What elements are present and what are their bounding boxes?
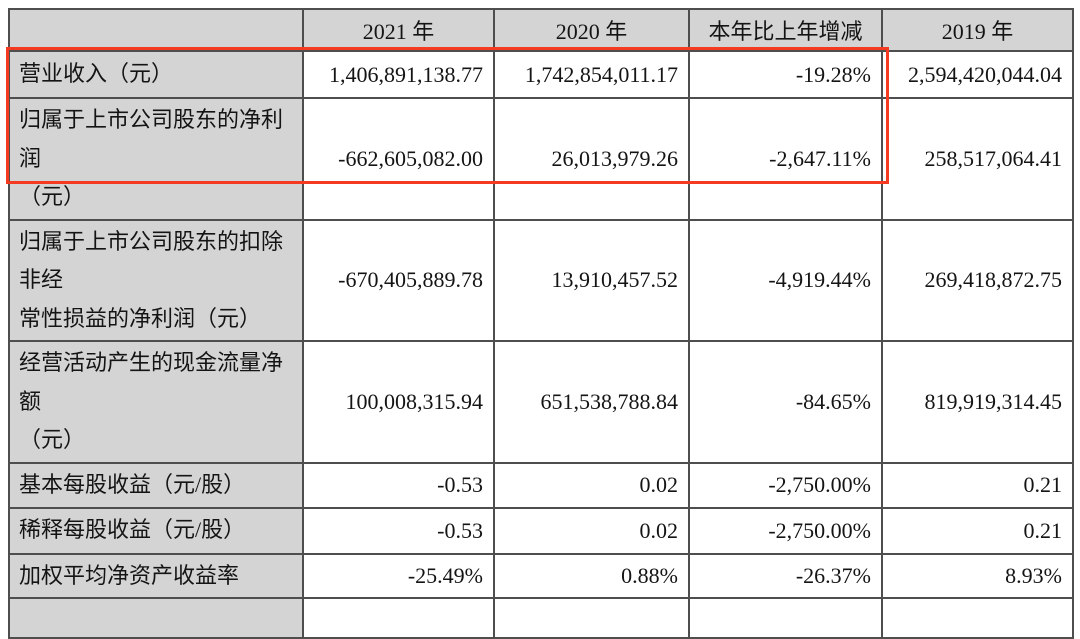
cell-2019: 819,919,314.45 bbox=[881, 340, 1074, 464]
row-label: 加权平均净资产收益率 bbox=[8, 552, 304, 599]
table-row-diluted-eps: 稀释每股收益（元/股） -0.53 0.02 -2,750.00% 0.21 bbox=[8, 506, 1074, 555]
cell-2020: 0.02 bbox=[493, 506, 690, 555]
cell-2021 bbox=[302, 597, 495, 639]
cell-2019: 258,517,064.41 bbox=[881, 97, 1074, 221]
table-row-net-profit: 归属于上市公司股东的净利润 （元） -662,605,082.00 26,013… bbox=[8, 97, 1074, 221]
cell-2021: -662,605,082.00 bbox=[302, 97, 495, 221]
cell-2019 bbox=[881, 597, 1074, 639]
cell-yoy: -4,919.44% bbox=[688, 218, 883, 342]
row-label: 归属于上市公司股东的扣除非经 常性损益的净利润（元） bbox=[8, 218, 304, 342]
row-label: 稀释每股收益（元/股） bbox=[8, 506, 304, 555]
row-label: 经营活动产生的现金流量净额 （元） bbox=[8, 340, 304, 464]
cell-yoy: -26.37% bbox=[688, 552, 883, 599]
table-row-operating-revenue: 营业收入（元） 1,406,891,138.77 1,742,854,011.1… bbox=[8, 50, 1074, 99]
header-year-2019: 2019 年 bbox=[881, 8, 1074, 52]
cell-yoy: -2,750.00% bbox=[688, 461, 883, 509]
table-row-net-profit-excl-nonrecurring: 归属于上市公司股东的扣除非经 常性损益的净利润（元） -670,405,889.… bbox=[8, 218, 1074, 342]
cell-2021: 1,406,891,138.77 bbox=[302, 50, 495, 99]
cell-2021: -0.53 bbox=[302, 461, 495, 509]
cell-2020: 651,538,788.84 bbox=[493, 340, 690, 464]
financial-summary-table: 2021 年 2020 年 本年比上年增减 2019 年 营业收入（元） 1,4… bbox=[8, 8, 1074, 639]
cell-2021: 100,008,315.94 bbox=[302, 340, 495, 464]
cell-2019: 8.93% bbox=[881, 552, 1074, 599]
cell-2020: 0.88% bbox=[493, 552, 690, 599]
row-label: 营业收入（元） bbox=[8, 50, 304, 99]
header-yoy-change: 本年比上年增减 bbox=[688, 8, 883, 52]
cell-yoy: -84.65% bbox=[688, 340, 883, 464]
row-label: 基本每股收益（元/股） bbox=[8, 461, 304, 509]
cell-yoy: -2,750.00% bbox=[688, 506, 883, 555]
cell-2019: 2,594,420,044.04 bbox=[881, 50, 1074, 99]
cell-2020: 26,013,979.26 bbox=[493, 97, 690, 221]
row-label: 归属于上市公司股东的净利润 （元） bbox=[8, 97, 304, 221]
table-row-weighted-avg-roe: 加权平均净资产收益率 -25.49% 0.88% -26.37% 8.93% bbox=[8, 552, 1074, 599]
cell-yoy: -19.28% bbox=[688, 50, 883, 99]
table-header-row: 2021 年 2020 年 本年比上年增减 2019 年 bbox=[8, 8, 1074, 52]
cell-2020 bbox=[493, 597, 690, 639]
row-label bbox=[8, 597, 304, 639]
table-row-basic-eps: 基本每股收益（元/股） -0.53 0.02 -2,750.00% 0.21 bbox=[8, 461, 1074, 509]
cell-yoy bbox=[688, 597, 883, 639]
table-row-operating-cash-flow: 经营活动产生的现金流量净额 （元） 100,008,315.94 651,538… bbox=[8, 340, 1074, 464]
cell-2019: 0.21 bbox=[881, 461, 1074, 509]
cell-2020: 1,742,854,011.17 bbox=[493, 50, 690, 99]
cell-2021: -670,405,889.78 bbox=[302, 218, 495, 342]
cell-2020: 13,910,457.52 bbox=[493, 218, 690, 342]
cell-2019: 269,418,872.75 bbox=[881, 218, 1074, 342]
header-year-2021: 2021 年 bbox=[302, 8, 495, 52]
cell-yoy: -2,647.11% bbox=[688, 97, 883, 221]
cell-2021: -0.53 bbox=[302, 506, 495, 555]
cell-2021: -25.49% bbox=[302, 552, 495, 599]
cell-2019: 0.21 bbox=[881, 506, 1074, 555]
cell-2020: 0.02 bbox=[493, 461, 690, 509]
table-row-partial-clipped bbox=[8, 597, 1074, 639]
header-empty-cell bbox=[8, 8, 304, 52]
header-year-2020: 2020 年 bbox=[493, 8, 690, 52]
